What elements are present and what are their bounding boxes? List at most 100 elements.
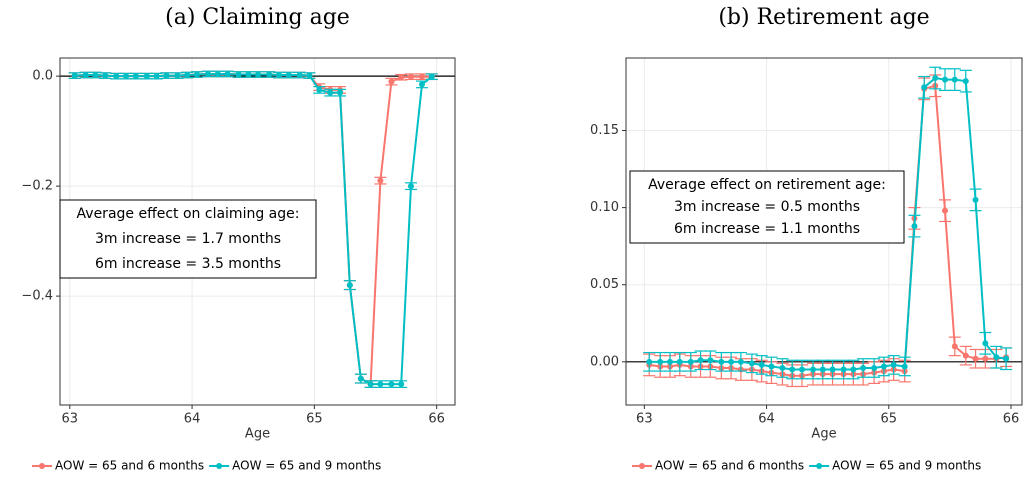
point [316,86,323,93]
point [367,381,374,388]
x-axis-label: Age [811,427,836,442]
y-tick-label: 0.05 [590,277,619,292]
point [646,358,653,365]
x-tick-label: 63 [62,412,79,427]
point [901,363,908,370]
point [407,183,414,190]
point [810,366,816,373]
point [850,366,857,373]
point [132,73,139,80]
point [890,361,897,368]
chart-title: (a) Claiming age [165,5,350,30]
point [102,72,109,79]
point [748,360,755,367]
point [951,76,958,83]
point [911,223,918,230]
point [398,381,405,388]
y-tick-label: 0.0 [32,69,53,84]
annotation-text: 6m increase = 3.5 months [95,256,281,272]
x-tick-label: 65 [306,412,323,427]
point [768,363,775,370]
point [266,71,273,78]
point [829,366,836,373]
point [962,352,969,359]
point [398,74,405,81]
point [388,381,395,388]
point [993,354,1000,361]
point [346,282,353,289]
point [982,355,989,362]
point [871,364,878,371]
point [951,343,958,350]
point [388,78,395,85]
point [418,81,425,88]
y-tick-label: 0.00 [590,354,619,369]
point [1003,355,1010,362]
annotation-box [59,199,317,279]
point [327,89,334,96]
point [204,70,211,77]
point [707,357,714,364]
point [428,73,435,80]
point [275,72,282,79]
point [377,381,384,388]
point [819,366,826,373]
point [667,358,673,365]
legend-label: AOW = 65 and 9 months [832,459,981,473]
point [184,72,191,79]
annotation-text: 3m increase = 1.7 months [95,231,281,247]
point [214,70,221,77]
legend-marker [39,463,45,469]
y-tick-label: 0.10 [590,200,619,215]
x-tick-label: 66 [1003,412,1020,427]
point [306,72,313,79]
point [962,78,969,85]
point [779,364,786,371]
legend-marker [216,463,223,469]
point [676,358,683,365]
x-tick-label: 66 [428,412,445,427]
annotation-text: 3m increase = 0.5 months [674,199,860,215]
legend-marker [639,463,645,469]
legend-label: AOW = 65 and 6 months [55,459,204,473]
point [235,71,242,78]
point [407,73,414,80]
point [789,366,796,373]
point [296,72,303,79]
y-tick-label: −0.4 [21,289,53,304]
legend-marker [816,463,823,469]
point [657,358,664,365]
legend-label: AOW = 65 and 9 months [232,459,381,473]
legend-label: AOW = 65 and 6 months [655,459,804,473]
point [840,366,847,373]
point [942,76,948,83]
point [799,366,805,373]
point [174,72,181,79]
annotation-text: 6m increase = 1.1 months [674,221,860,237]
annotation-text: Average effect on retirement age: [648,177,886,193]
point [860,364,867,371]
point [245,71,252,78]
point [718,358,725,365]
point [337,89,344,96]
plot-border [625,57,1023,406]
x-tick-label: 64 [184,412,201,427]
x-axis-label: Age [245,427,270,442]
point [71,72,78,79]
point [193,71,200,78]
point [418,73,425,80]
point [737,358,744,365]
point [880,363,887,370]
point [143,73,150,80]
point [377,177,384,184]
annotation-box [629,170,905,244]
annotation-text: Average effect on claiming age: [77,206,300,222]
point [982,340,989,347]
point [163,72,170,79]
point [285,72,292,79]
point [224,70,231,77]
y-tick-label: −0.2 [21,179,53,194]
point [972,196,979,203]
point [972,355,979,362]
